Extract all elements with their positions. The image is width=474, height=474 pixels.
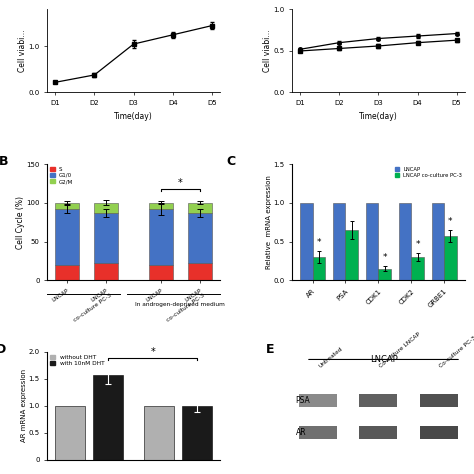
- Y-axis label: Relative  mRNA expression: Relative mRNA expression: [266, 175, 272, 269]
- Bar: [300, 203, 312, 280]
- Bar: [55, 265, 80, 280]
- Y-axis label: AR mRNA expression: AR mRNA expression: [21, 369, 27, 442]
- Bar: [366, 203, 378, 280]
- Bar: [55, 406, 85, 460]
- Text: LNCAP: LNCAP: [370, 355, 397, 364]
- Y-axis label: Cell Cycle (%): Cell Cycle (%): [16, 196, 25, 249]
- Bar: [188, 213, 212, 263]
- Text: *: *: [448, 217, 453, 226]
- Bar: [55, 209, 80, 265]
- Bar: [312, 257, 325, 280]
- Legend: S, G1/0, G2/M: S, G1/0, G2/M: [50, 167, 73, 184]
- Bar: [94, 203, 118, 213]
- Bar: [93, 374, 123, 460]
- Legend: without DHT, with 10nM DHT: without DHT, with 10nM DHT: [50, 355, 104, 366]
- Text: AR: AR: [296, 428, 306, 438]
- Legend: LNCAP, LNCAP co-culture PC-3: LNCAP, LNCAP co-culture PC-3: [394, 167, 462, 178]
- Bar: [444, 236, 456, 280]
- Text: D: D: [0, 343, 6, 356]
- Bar: [419, 426, 457, 439]
- Bar: [299, 394, 337, 407]
- Text: *: *: [317, 238, 321, 247]
- Bar: [419, 394, 457, 407]
- Text: *: *: [150, 347, 155, 357]
- Bar: [55, 203, 80, 209]
- Text: PSA: PSA: [296, 396, 310, 405]
- Bar: [432, 203, 444, 280]
- Y-axis label: Cell viabi...: Cell viabi...: [263, 30, 272, 72]
- Bar: [149, 265, 173, 280]
- Text: *: *: [178, 179, 183, 189]
- Bar: [94, 213, 118, 263]
- Text: Co-culture PC-3: Co-culture PC-3: [438, 335, 474, 369]
- X-axis label: Time(day): Time(day): [114, 112, 153, 121]
- Bar: [182, 406, 212, 460]
- Bar: [144, 406, 174, 460]
- Text: *: *: [415, 240, 420, 249]
- Text: B: B: [0, 155, 9, 168]
- Bar: [346, 230, 358, 280]
- Bar: [149, 203, 173, 209]
- Bar: [359, 394, 397, 407]
- X-axis label: Time(day): Time(day): [359, 112, 398, 121]
- Y-axis label: Cell viabi...: Cell viabi...: [18, 30, 27, 72]
- Text: Untreated: Untreated: [318, 346, 344, 369]
- Text: Co-culture LNCAP: Co-culture LNCAP: [378, 331, 421, 369]
- Bar: [188, 263, 212, 280]
- Bar: [94, 263, 118, 280]
- Text: *: *: [383, 254, 387, 263]
- Text: E: E: [266, 343, 275, 356]
- Bar: [188, 203, 212, 213]
- Bar: [359, 426, 397, 439]
- Bar: [149, 209, 173, 265]
- Bar: [378, 269, 391, 280]
- Text: In androgen-deprived medium: In androgen-deprived medium: [136, 302, 225, 307]
- Bar: [399, 203, 411, 280]
- Text: C: C: [227, 155, 236, 168]
- Bar: [299, 426, 337, 439]
- Bar: [333, 203, 346, 280]
- Bar: [411, 257, 424, 280]
